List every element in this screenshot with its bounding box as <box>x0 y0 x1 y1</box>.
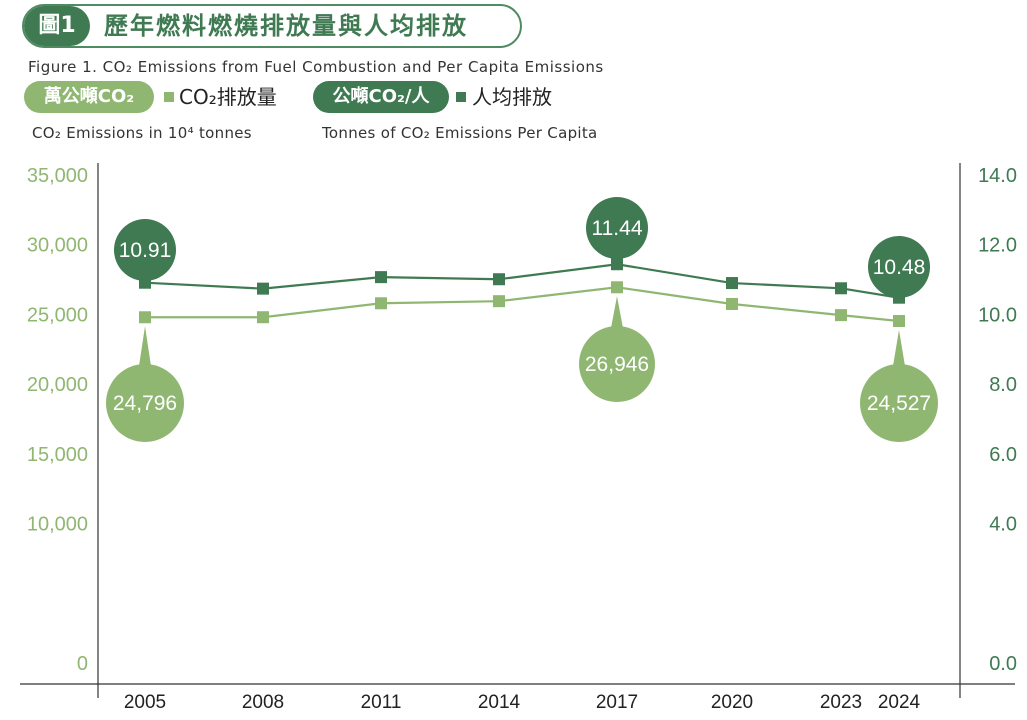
y-left-tick-label: 25,000 <box>27 304 88 326</box>
per-capita-point <box>257 282 269 295</box>
emissions-point <box>835 309 847 322</box>
y-right-tick-label: 8.0 <box>989 374 1017 396</box>
emissions-point <box>257 311 269 324</box>
chart-subtitle-en: Figure 1. CO₂ Emissions from Fuel Combus… <box>28 58 604 76</box>
emissions-callout <box>579 326 655 402</box>
unit-note-emissions: CO₂ Emissions in 10⁴ tonnes <box>32 124 252 142</box>
y-left-tick-label: 0 <box>77 653 88 675</box>
per-capita-point <box>726 277 738 290</box>
emissions-data-label: 24,527 <box>867 392 931 415</box>
unit-note-per-capita: Tonnes of CO₂ Emissions Per Capita <box>322 124 598 142</box>
x-tick-label: 2008 <box>242 692 284 713</box>
emissions-callout-pointer <box>611 296 623 328</box>
emissions-callout <box>106 364 184 442</box>
emissions-callout-pointer <box>893 330 905 366</box>
per-capita-data-label: 10.91 <box>119 239 172 262</box>
x-tick-label: 2011 <box>361 692 402 713</box>
y-right-tick-label: 14.0 <box>978 165 1017 187</box>
emissions-data-label: 26,946 <box>585 353 649 376</box>
emissions-callout <box>860 364 938 442</box>
y-right-tick-label: 6.0 <box>989 444 1017 466</box>
y-left-tick-label: 10,000 <box>27 514 88 536</box>
x-tick-label: 2024 <box>878 692 921 713</box>
legend-label-per-capita: 人均排放 <box>472 85 552 109</box>
emissions-point <box>139 311 151 324</box>
figure-badge: 圖1 <box>24 6 90 46</box>
emissions-line <box>144 286 900 323</box>
x-tick-label: 2020 <box>711 692 753 713</box>
per-capita-point <box>835 282 847 295</box>
per-capita-point <box>375 271 387 284</box>
per-capita-point <box>611 258 623 271</box>
y-left-tick-label: 30,000 <box>27 235 88 257</box>
emissions-point <box>611 281 623 294</box>
emissions-point <box>726 297 738 310</box>
emissions-callout-pointer <box>139 326 151 366</box>
legend-unit-per-capita: 公噸CO₂/人 <box>313 81 449 113</box>
legend-marker-per-capita-icon <box>456 92 466 102</box>
legend-unit-emissions: 萬公噸CO₂ <box>24 81 154 113</box>
emissions-data-label: 24,796 <box>113 392 177 415</box>
per-capita-callout <box>114 219 176 281</box>
x-tick-label: 2023 <box>820 692 862 713</box>
y-left-tick-label: 15,000 <box>27 444 88 466</box>
y-right-tick-label: 0.0 <box>989 653 1017 675</box>
y-right-tick-label: 10.0 <box>978 304 1017 326</box>
chart-title: 歷年燃料燃燒排放量與人均排放 <box>104 12 468 40</box>
per-capita-data-label: 11.44 <box>592 217 643 240</box>
x-tick-label: 2005 <box>124 692 166 713</box>
title-frame <box>22 4 522 48</box>
y-left-tick-label: 35,000 <box>27 165 88 187</box>
emissions-point <box>493 295 505 308</box>
per-capita-data-label: 10.48 <box>873 256 926 279</box>
x-tick-label: 2014 <box>478 692 521 713</box>
per-capita-line <box>144 263 900 299</box>
emissions-point <box>375 297 387 310</box>
y-left-tick-label: 20,000 <box>27 374 88 396</box>
y-right-tick-label: 12.0 <box>978 235 1017 257</box>
per-capita-point <box>493 273 505 286</box>
legend-label-emissions: CO₂排放量 <box>179 85 277 109</box>
per-capita-callout <box>868 236 930 298</box>
per-capita-callout <box>586 197 648 259</box>
y-right-tick-label: 4.0 <box>989 514 1017 536</box>
legend-marker-emissions-icon <box>164 92 174 102</box>
emissions-point <box>893 315 905 328</box>
x-tick-label: 2017 <box>596 692 638 713</box>
